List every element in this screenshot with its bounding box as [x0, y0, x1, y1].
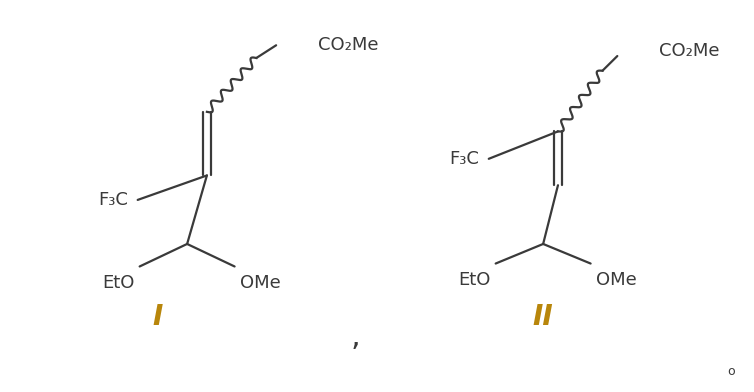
Text: F₃C: F₃C: [449, 150, 479, 168]
Text: CO₂Me: CO₂Me: [317, 36, 379, 54]
Text: CO₂Me: CO₂Me: [659, 42, 719, 60]
Text: o: o: [727, 365, 735, 378]
Text: II: II: [533, 303, 553, 331]
Text: OMe: OMe: [240, 274, 280, 292]
Text: OMe: OMe: [596, 271, 636, 289]
Text: ,: ,: [351, 323, 360, 352]
Text: EtO: EtO: [103, 274, 135, 292]
Text: EtO: EtO: [458, 271, 491, 289]
Text: I: I: [152, 303, 163, 331]
Text: F₃C: F₃C: [98, 191, 127, 209]
